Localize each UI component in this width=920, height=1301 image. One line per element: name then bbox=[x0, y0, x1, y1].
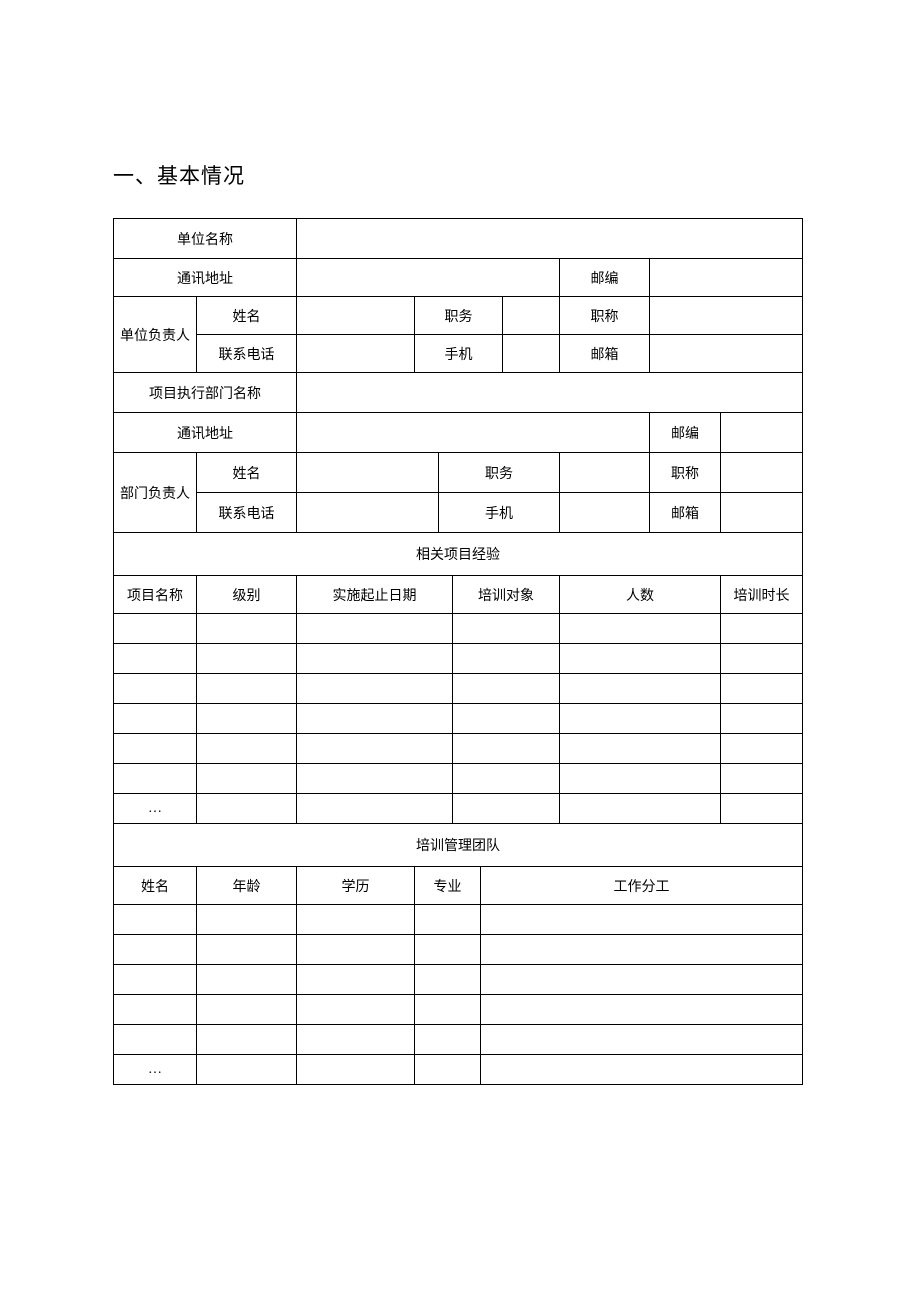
team-row bbox=[114, 995, 803, 1025]
label-dept-leader: 部门负责人 bbox=[114, 453, 197, 533]
project-row bbox=[114, 614, 803, 644]
label-address2: 通讯地址 bbox=[114, 413, 297, 453]
col-count: 人数 bbox=[560, 576, 721, 614]
team-row bbox=[114, 905, 803, 935]
col-age: 年龄 bbox=[197, 867, 297, 905]
ellipsis: … bbox=[114, 794, 197, 824]
value-postcode1 bbox=[650, 259, 803, 297]
value-address1 bbox=[297, 259, 560, 297]
label-email2: 邮箱 bbox=[650, 493, 721, 533]
value-dept-leader-title bbox=[721, 453, 803, 493]
value-leader-name bbox=[297, 297, 415, 335]
label-phone: 联系电话 bbox=[197, 335, 297, 373]
section-project-exp: 相关项目经验 bbox=[114, 533, 803, 576]
label-postcode2: 邮编 bbox=[650, 413, 721, 453]
col-education: 学历 bbox=[297, 867, 415, 905]
label-position2: 职务 bbox=[439, 453, 560, 493]
value-unit-name bbox=[297, 219, 803, 259]
value-leader-email bbox=[650, 335, 803, 373]
col-level: 级别 bbox=[197, 576, 297, 614]
label-name2: 姓名 bbox=[197, 453, 297, 493]
label-address: 通讯地址 bbox=[114, 259, 297, 297]
project-row bbox=[114, 644, 803, 674]
page-title: 一、基本情况 bbox=[113, 160, 802, 190]
value-leader-phone bbox=[297, 335, 415, 373]
col-project-name: 项目名称 bbox=[114, 576, 197, 614]
basic-info-table: 单位名称 通讯地址 邮编 单位负责人 姓名 职务 职称 联系电话 手机 邮箱 项… bbox=[113, 218, 803, 1085]
value-dept-leader-position bbox=[560, 453, 650, 493]
team-row-ellipsis: … bbox=[114, 1055, 803, 1085]
value-leader-title bbox=[650, 297, 803, 335]
ellipsis: … bbox=[114, 1055, 197, 1085]
label-email: 邮箱 bbox=[560, 335, 650, 373]
value-leader-mobile bbox=[503, 335, 560, 373]
team-row bbox=[114, 935, 803, 965]
value-dept-leader-name bbox=[297, 453, 439, 493]
label-title2: 职称 bbox=[650, 453, 721, 493]
col-impl-date: 实施起止日期 bbox=[297, 576, 453, 614]
value-postcode2 bbox=[721, 413, 803, 453]
project-row bbox=[114, 764, 803, 794]
label-postcode: 邮编 bbox=[560, 259, 650, 297]
label-name: 姓名 bbox=[197, 297, 297, 335]
project-row bbox=[114, 734, 803, 764]
section-team: 培训管理团队 bbox=[114, 824, 803, 867]
label-unit-name: 单位名称 bbox=[114, 219, 297, 259]
col-train-duration: 培训时长 bbox=[721, 576, 803, 614]
label-mobile2: 手机 bbox=[439, 493, 560, 533]
project-row bbox=[114, 674, 803, 704]
col-major: 专业 bbox=[415, 867, 481, 905]
label-dept-name: 项目执行部门名称 bbox=[114, 373, 297, 413]
value-dept-leader-mobile bbox=[560, 493, 650, 533]
label-mobile: 手机 bbox=[415, 335, 503, 373]
team-row bbox=[114, 965, 803, 995]
label-unit-leader: 单位负责人 bbox=[114, 297, 197, 373]
value-dept-leader-email bbox=[721, 493, 803, 533]
label-title: 职称 bbox=[560, 297, 650, 335]
value-address2 bbox=[297, 413, 650, 453]
value-leader-position bbox=[503, 297, 560, 335]
col-team-name: 姓名 bbox=[114, 867, 197, 905]
project-row-ellipsis: … bbox=[114, 794, 803, 824]
col-train-target: 培训对象 bbox=[453, 576, 560, 614]
team-row bbox=[114, 1025, 803, 1055]
project-row bbox=[114, 704, 803, 734]
col-work-div: 工作分工 bbox=[481, 867, 803, 905]
label-phone2: 联系电话 bbox=[197, 493, 297, 533]
value-dept-leader-phone bbox=[297, 493, 439, 533]
value-dept-name bbox=[297, 373, 803, 413]
label-position: 职务 bbox=[415, 297, 503, 335]
